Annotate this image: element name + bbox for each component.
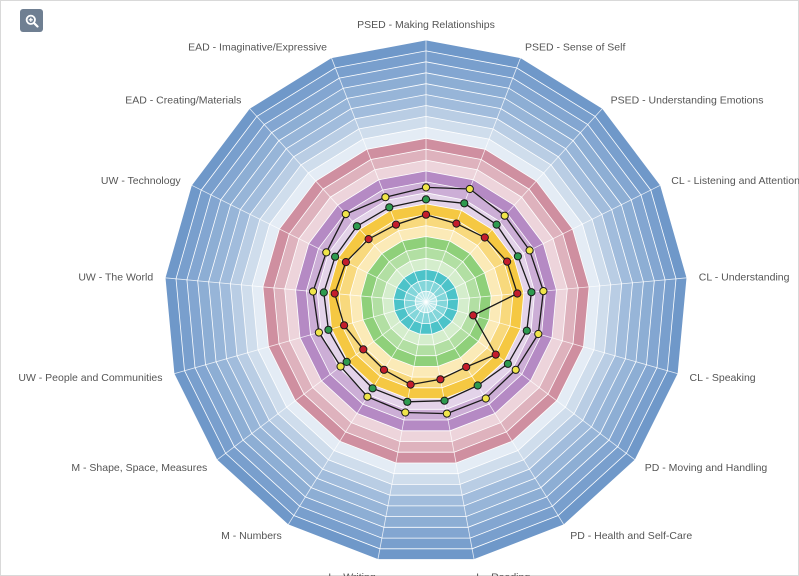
axis-label: EAD - Creating/Materials [125,95,241,107]
series-point [308,287,318,296]
zoom-button[interactable] [20,9,43,32]
axis-label: L - Writing [328,571,375,576]
series-point [319,288,328,297]
axis-label: UW - People and Communities [18,372,162,384]
spoke-line [425,301,636,461]
axis-label: CL - Listening and Attention [671,175,799,187]
series-point [513,252,523,261]
series-point [480,233,489,242]
series-point [462,362,471,372]
series-point [379,365,389,374]
axis-label: PSED - Understanding Emotions [611,95,764,107]
series-point [460,199,469,208]
series-point [473,381,482,390]
series-point [363,392,372,401]
series-point [522,326,531,335]
series-point [500,211,509,220]
series-point [391,220,401,229]
axis-label: PD - Health and Self-Care [570,530,692,542]
spoke-line [173,301,427,375]
series-point [331,252,340,261]
series-line [323,198,533,403]
series-point [342,357,351,366]
axis-label: PSED - Sense of Self [525,42,625,54]
series-point [341,210,350,219]
spoke-line [249,108,427,303]
axis-label: UW - The World [78,272,153,284]
series-point [440,396,449,405]
spoke-line [216,301,427,461]
series-point [539,287,548,296]
spoke-line [425,301,475,560]
spoke-line [425,301,679,375]
spoke-line [377,301,427,560]
zoom-in-icon [25,14,39,28]
series-point [481,394,490,403]
series-point [381,193,390,202]
series-point [513,289,522,298]
axis-label: M - Shape, Space, Measures [71,462,207,474]
series-point [401,408,410,417]
spoke-line [425,57,521,303]
axis-label: CL - Understanding [699,272,790,284]
series-point [324,325,333,334]
spoke-line [425,184,661,303]
series-point [421,183,431,192]
series-point [364,235,373,244]
series-point [452,219,461,228]
series-point [465,184,474,194]
series-point [322,248,331,257]
spoke-line [425,301,565,526]
series-point [421,195,431,204]
series-point [534,329,543,339]
series-point [368,384,377,393]
series-line [312,186,545,415]
axis-label: PD - Moving and Handling [645,462,768,474]
series-point [403,397,412,406]
spoke-line [287,301,427,526]
axis-label: L - Reading [476,571,530,576]
axis-label: PSED - Making Relationships [357,19,495,31]
series-point [436,375,445,384]
series-point [341,258,350,267]
series-point [492,220,501,229]
axis-label: UW - Technology [101,175,182,187]
series-point [385,203,394,212]
axis-label: CL - Speaking [690,372,756,384]
spoke-line [425,277,687,303]
axis-label: EAD - Imaginative/Expressive [188,42,327,54]
series-point [336,362,345,371]
series-point [503,359,512,368]
series-point [525,246,534,255]
series-point [359,345,368,354]
series-point [503,257,512,266]
spoke-line [331,57,427,303]
series-point [421,210,431,219]
series-point [330,289,339,298]
series-point [340,321,349,330]
axis-label: M - Numbers [221,530,282,542]
series-point [469,311,478,320]
spoke-line [165,277,427,303]
series-point [527,288,536,297]
series-point [406,380,415,389]
series-line [334,214,519,386]
series-point [442,409,451,418]
spoke-line [425,108,603,303]
series-point [491,350,500,359]
series-point [352,222,361,231]
series-point [314,328,323,337]
spoke-line [191,184,427,303]
series-point [511,365,520,374]
